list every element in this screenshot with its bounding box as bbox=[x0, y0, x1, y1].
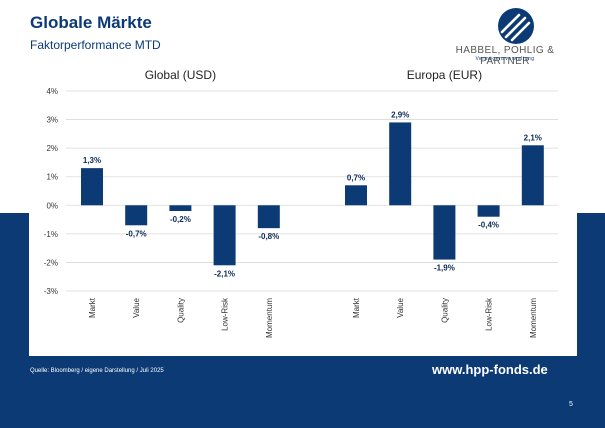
group-title: Europa (EUR) bbox=[407, 68, 482, 82]
website-link[interactable]: www.hpp-fonds.de bbox=[432, 362, 548, 377]
y-tick-label: 4% bbox=[46, 87, 58, 96]
bar bbox=[433, 205, 456, 260]
page-number: 5 bbox=[569, 401, 573, 408]
bar bbox=[257, 205, 280, 229]
data-label: -2,1% bbox=[214, 269, 235, 278]
x-tick-label: Momentum bbox=[265, 298, 274, 338]
bar bbox=[389, 122, 412, 206]
x-tick-label: Momentum bbox=[529, 298, 538, 338]
data-label: 2,1% bbox=[524, 133, 542, 142]
data-label: -0,2% bbox=[170, 215, 191, 224]
data-label: 0,7% bbox=[347, 173, 365, 182]
y-tick-label: 3% bbox=[46, 116, 58, 125]
x-tick-label: Low-Risk bbox=[221, 297, 230, 331]
y-tick-label: -2% bbox=[44, 258, 58, 267]
page-subtitle: Faktorperformance MTD bbox=[30, 38, 161, 52]
bar bbox=[521, 145, 544, 206]
source-note: Quelle: Bloomberg / eigene Darstellung /… bbox=[30, 368, 164, 374]
data-label: -0,8% bbox=[258, 232, 279, 241]
data-label: -1,9% bbox=[434, 264, 455, 273]
x-tick-label: Low-Risk bbox=[485, 297, 494, 331]
y-tick-label: 0% bbox=[46, 201, 58, 210]
bar bbox=[477, 205, 500, 217]
bar bbox=[213, 205, 236, 266]
x-tick-label: Markt bbox=[88, 297, 97, 318]
data-label: -0,7% bbox=[126, 229, 147, 238]
page-title: Globale Märkte bbox=[30, 13, 152, 32]
x-tick-label: Quality bbox=[176, 298, 185, 323]
x-tick-label: Markt bbox=[352, 297, 361, 318]
bar bbox=[125, 205, 148, 226]
data-label: 2,9% bbox=[391, 110, 409, 119]
data-label: 1,3% bbox=[83, 156, 101, 165]
y-tick-label: 1% bbox=[46, 173, 58, 182]
x-tick-label: Value bbox=[396, 297, 405, 317]
bar bbox=[169, 205, 192, 211]
logo-tagline: Vermögensverwaltung bbox=[475, 56, 535, 62]
y-tick-label: -1% bbox=[44, 230, 58, 239]
bar bbox=[345, 185, 367, 206]
bar bbox=[81, 168, 103, 206]
y-tick-label: 2% bbox=[46, 144, 58, 153]
y-tick-label: -3% bbox=[44, 287, 58, 296]
group-title: Global (USD) bbox=[145, 68, 216, 82]
hpp-logo-icon bbox=[498, 8, 534, 44]
data-label: -0,4% bbox=[478, 221, 499, 230]
x-tick-label: Quality bbox=[440, 298, 449, 323]
logo-name: HABBEL, POHLIG & PARTNER bbox=[455, 45, 555, 67]
x-tick-label: Value bbox=[132, 297, 141, 317]
